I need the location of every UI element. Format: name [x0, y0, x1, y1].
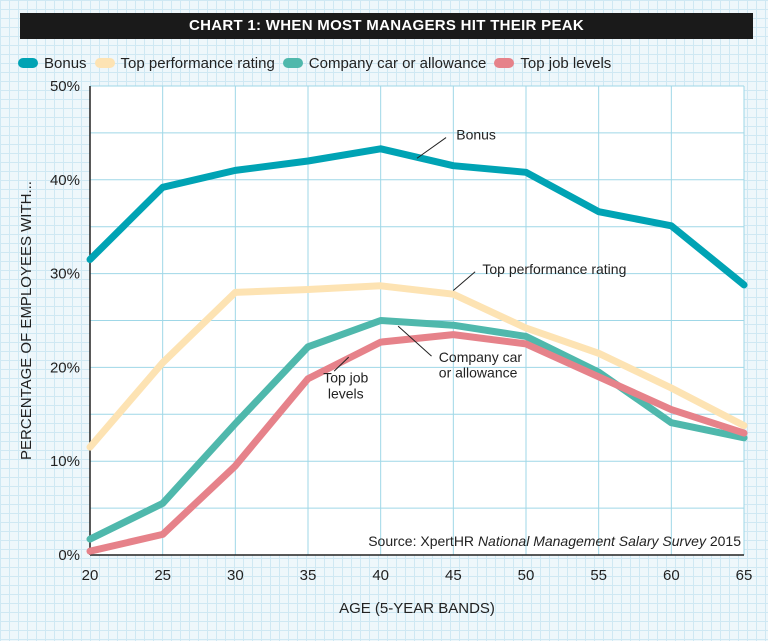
annotation-bonus: Bonus	[456, 127, 496, 143]
legend-swatch-company-car	[282, 58, 303, 68]
series-line-company-car-or-allowance	[86, 317, 748, 543]
x-tick-label: 25	[154, 567, 171, 584]
x-tick-label: 30	[227, 567, 244, 584]
annotation-leader-line	[397, 325, 432, 357]
x-tick-label: 40	[372, 567, 389, 584]
legend-item-company-car: Company car or allowance	[282, 54, 487, 72]
x-tick-label: 50	[518, 567, 535, 584]
legend-label-top-job-levels: Top job levels	[520, 54, 612, 72]
x-axis-title: AGE (5-YEAR BANDS)	[339, 600, 495, 617]
y-axis-title: PERCENTAGE OF EMPLOYEES WITH...	[18, 181, 35, 460]
annotation-top-job-levels-line1: Top job	[323, 370, 368, 386]
x-tick-label: 55	[590, 567, 607, 584]
series-line-bonus	[86, 145, 748, 289]
series-line-top-performance-rating	[86, 282, 748, 451]
y-tick-label: 20%	[50, 359, 80, 376]
legend-item-bonus: Bonus	[18, 55, 87, 72]
annotation-leader-line	[416, 137, 447, 159]
legend: Bonus Top performance rating Company car…	[18, 48, 619, 78]
legend-swatch-top-performance-rating	[94, 58, 115, 68]
legend-label-bonus: Bonus	[44, 54, 87, 72]
chart-title: CHART 1: WHEN MOST MANAGERS HIT THEIR PE…	[20, 13, 753, 39]
source-survey-name: National Management Salary Survey	[478, 533, 707, 549]
y-tick-label: 50%	[50, 78, 80, 95]
x-tick-label: 60	[663, 567, 680, 584]
y-tick-label: 0%	[58, 547, 80, 564]
legend-item-top-job-levels: Top job levels	[494, 55, 611, 72]
legend-swatch-top-job-levels	[494, 58, 515, 68]
annotation-leader-line	[333, 356, 350, 372]
series-line-top-job-levels	[86, 331, 748, 555]
x-tick-label: 35	[300, 567, 317, 584]
x-tick-label: 65	[736, 567, 753, 584]
legend-label-company-car: Company car or allowance	[308, 54, 487, 72]
y-tick-label: 40%	[50, 172, 80, 189]
legend-swatch-bonus	[18, 58, 38, 68]
y-tick-label: 30%	[50, 266, 80, 283]
annotation-leader-line	[453, 271, 476, 291]
source-note: Source: XpertHR National Management Sala…	[368, 533, 741, 549]
y-tick-label: 10%	[50, 453, 80, 470]
annotation-company-car-line1: Company car	[439, 349, 523, 365]
legend-item-top-performance-rating: Top performance rating	[94, 54, 275, 72]
legend-label-top-performance-rating: Top performance rating	[120, 54, 275, 72]
x-tick-label: 20	[82, 567, 99, 584]
source-year: 2015	[706, 533, 741, 549]
annotation-company-car-line2: or allowance	[439, 365, 518, 381]
annotation-top-job-levels-line2: levels	[328, 386, 364, 402]
annotation-top-performance-rating: Top performance rating	[482, 261, 626, 277]
source-prefix: Source: XpertHR	[368, 533, 478, 549]
x-tick-label: 45	[445, 567, 462, 584]
